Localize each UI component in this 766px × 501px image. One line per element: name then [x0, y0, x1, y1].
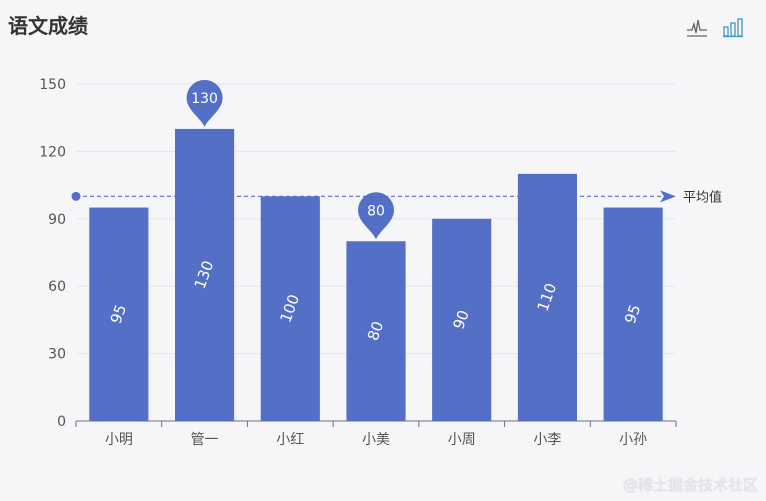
x-tick-label: 小周	[448, 432, 476, 448]
bar	[432, 218, 492, 421]
x-tick-label: 管一	[191, 432, 219, 448]
x-tick-label: 小明	[105, 432, 133, 448]
y-tick-label: 120	[39, 144, 66, 160]
average-line-arrow	[660, 190, 676, 203]
bar-value-label: 90	[450, 308, 473, 332]
mark-point-pin	[358, 192, 394, 240]
chart-toolbox	[686, 16, 744, 38]
x-tick-label: 小红	[276, 432, 304, 448]
watermark: @稀土掘金技术社区	[622, 476, 758, 494]
y-tick-label: 60	[48, 279, 66, 295]
mark-point-label: 130	[191, 91, 218, 107]
bar	[260, 196, 320, 421]
bar-value-label: 80	[364, 319, 387, 343]
chart-title: 语文成绩	[8, 14, 88, 38]
line-chart-icon[interactable]	[686, 16, 708, 38]
average-line-start	[71, 191, 81, 201]
y-tick-label: 150	[39, 77, 66, 93]
bar-chart-icon[interactable]	[722, 16, 744, 38]
y-tick-label: 30	[48, 347, 66, 363]
bar-value-label: 95	[621, 302, 644, 326]
bar	[346, 241, 406, 421]
x-tick-label: 小孙	[619, 432, 647, 448]
bar	[603, 207, 663, 421]
y-tick-label: 0	[57, 414, 66, 430]
bar-value-label: 95	[107, 302, 130, 326]
y-tick-label: 90	[48, 212, 66, 228]
x-tick-label: 小美	[362, 432, 390, 448]
average-line-label: 平均值	[683, 189, 722, 205]
x-tick-label: 小李	[533, 432, 561, 448]
bar	[175, 128, 235, 421]
bar	[517, 173, 577, 421]
mark-point-pin	[186, 79, 223, 127]
bar	[89, 207, 149, 421]
mark-point-label: 80	[367, 203, 385, 219]
